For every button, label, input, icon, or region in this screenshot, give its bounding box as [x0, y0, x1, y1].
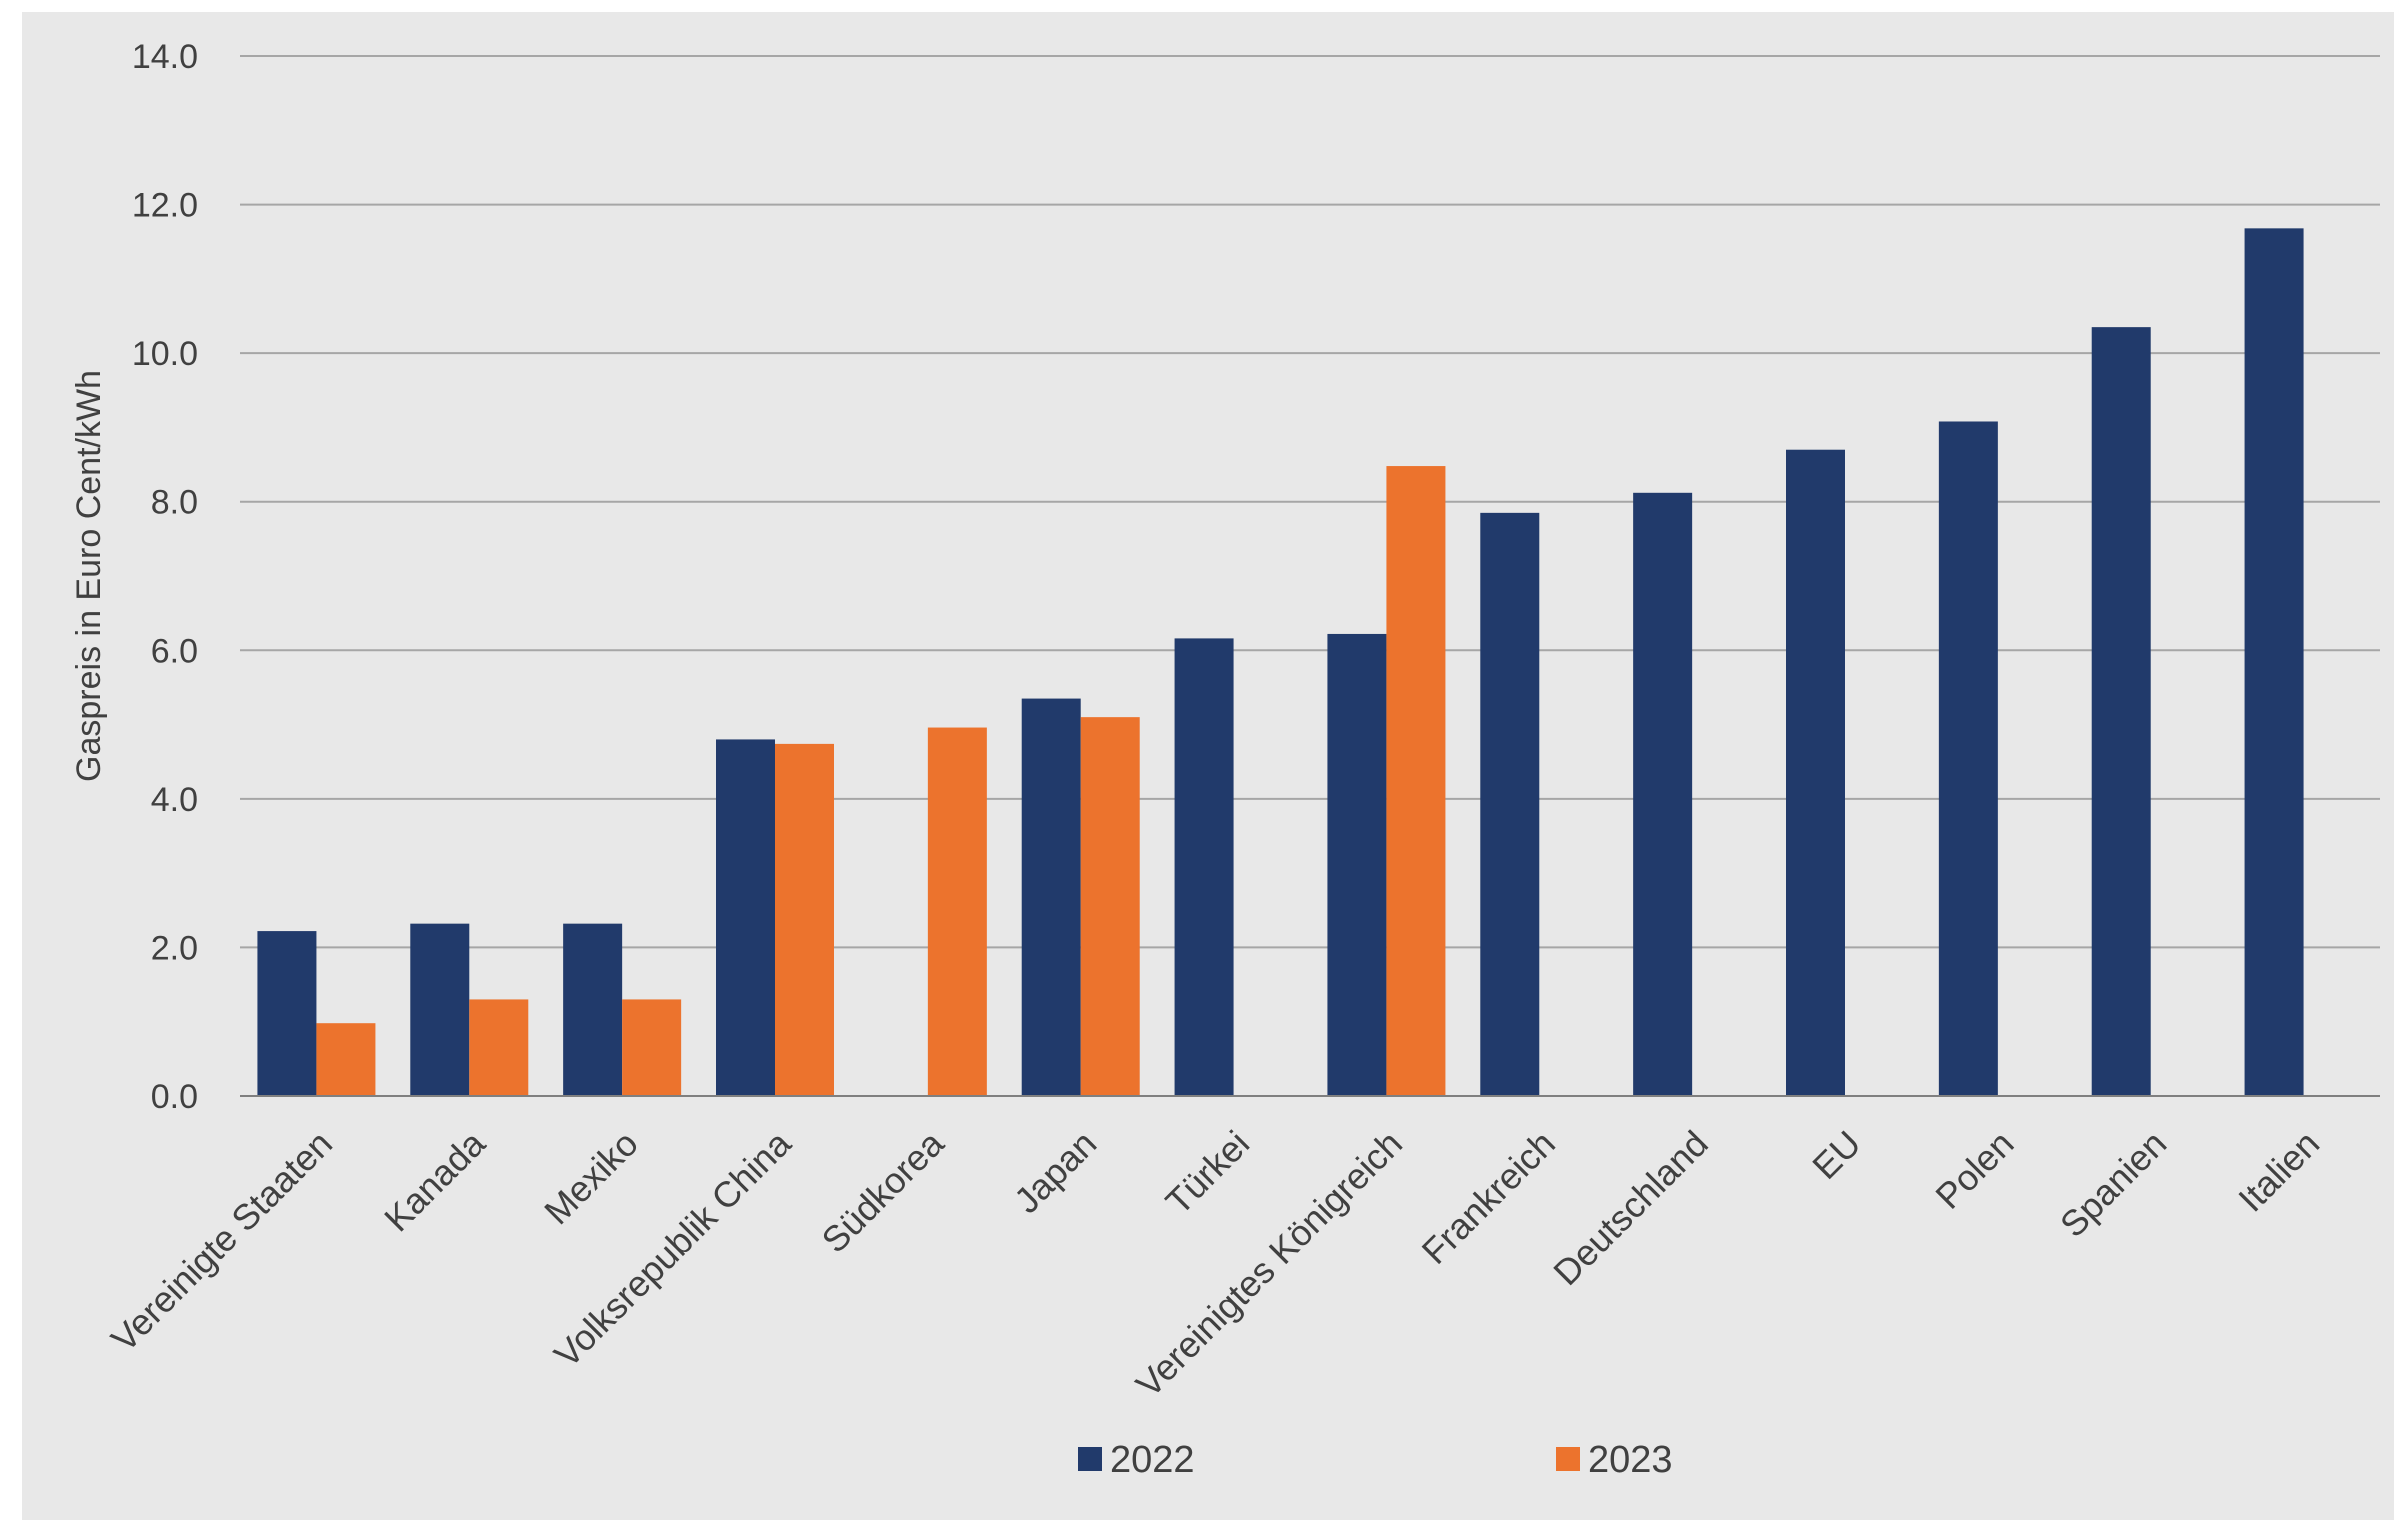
y-tick-label: 2.0 — [151, 929, 198, 967]
bar-2022-1 — [410, 923, 470, 1096]
y-tick-label: 12.0 — [132, 187, 198, 225]
y-tick-label: 8.0 — [151, 484, 198, 522]
y-tick-label: 10.0 — [132, 335, 198, 373]
bar-2022-8 — [1480, 512, 1540, 1096]
bar-2023-3 — [775, 743, 834, 1096]
bar-2023-4 — [927, 727, 987, 1096]
y-tick-label: 0.0 — [151, 1078, 198, 1116]
legend-swatch-2023 — [1556, 1447, 1580, 1471]
bar-2023-7 — [1386, 466, 1446, 1096]
bar-2022-3 — [716, 739, 775, 1096]
bars — [257, 228, 2304, 1097]
legend: 2022 2023 — [1078, 1439, 1673, 1481]
bar-2023-5 — [1080, 717, 1140, 1096]
bar-2022-13 — [2244, 228, 2304, 1097]
y-tick-label: 4.0 — [151, 781, 198, 819]
bar-2023-0 — [316, 1023, 376, 1096]
legend-label-2022: 2022 — [1110, 1439, 1195, 1481]
y-tick-label: 14.0 — [132, 38, 198, 76]
bar-2022-12 — [2091, 327, 2151, 1097]
bar-2023-2 — [622, 999, 682, 1096]
y-tick-label: 6.0 — [151, 632, 198, 670]
bar-2022-10 — [1786, 449, 1845, 1096]
bar-2022-9 — [1633, 492, 1693, 1096]
bar-2022-0 — [257, 931, 317, 1096]
bar-2023-1 — [469, 999, 529, 1096]
bar-2022-6 — [1174, 638, 1234, 1096]
bar-2022-5 — [1021, 698, 1081, 1096]
bar-2022-11 — [1938, 421, 1998, 1096]
legend-label-2023: 2023 — [1588, 1439, 1673, 1481]
legend-swatch-2022 — [1078, 1447, 1102, 1471]
y-axis-title: Gaspreis in Euro Cent/kWh — [70, 370, 108, 782]
bar-2022-2 — [563, 923, 623, 1096]
bar-2022-7 — [1327, 633, 1387, 1096]
